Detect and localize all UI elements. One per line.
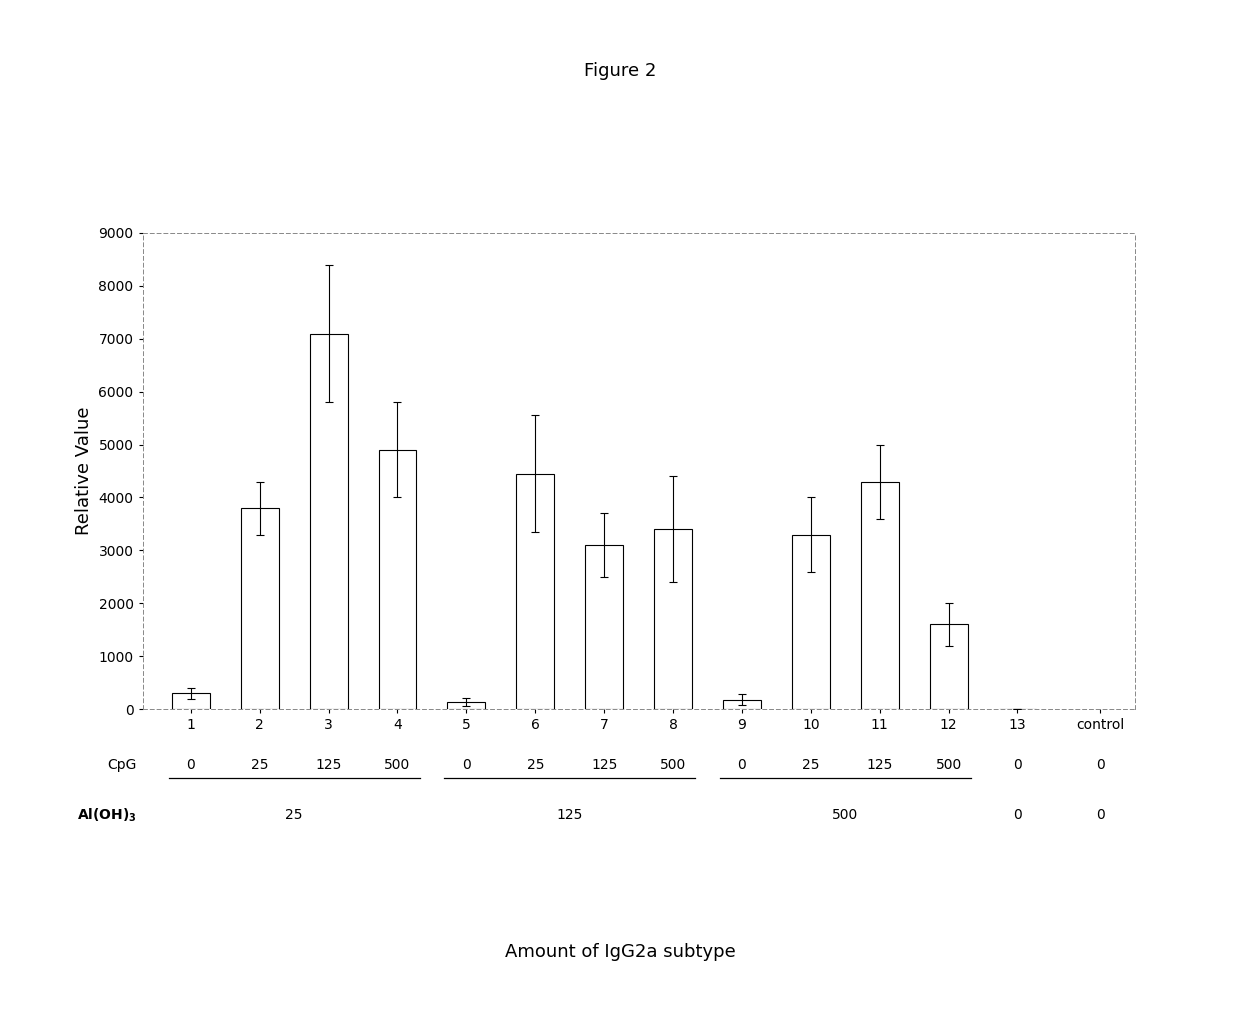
Bar — [448, 702, 485, 709]
Bar — [172, 693, 210, 709]
Text: 500: 500 — [832, 808, 858, 823]
Y-axis label: Relative Value: Relative Value — [74, 407, 93, 535]
Bar — [241, 509, 279, 709]
Text: 25: 25 — [250, 758, 269, 772]
Bar — [585, 545, 624, 709]
Text: CpG: CpG — [107, 758, 136, 772]
Bar — [310, 333, 347, 709]
Text: 0: 0 — [186, 758, 195, 772]
Bar — [723, 700, 761, 709]
Text: 125: 125 — [315, 758, 342, 772]
Text: 0: 0 — [1013, 808, 1022, 823]
Text: Figure 2: Figure 2 — [584, 62, 656, 80]
Text: 25: 25 — [527, 758, 544, 772]
Text: 25: 25 — [802, 758, 820, 772]
Text: 500: 500 — [384, 758, 410, 772]
Text: Amount of IgG2a subtype: Amount of IgG2a subtype — [505, 943, 735, 961]
Text: 0: 0 — [463, 758, 471, 772]
Text: 125: 125 — [557, 808, 583, 823]
Bar — [930, 624, 967, 709]
Text: 125: 125 — [591, 758, 618, 772]
Bar — [516, 474, 554, 709]
Bar — [655, 529, 692, 709]
Text: 0: 0 — [1096, 808, 1105, 823]
Text: 25: 25 — [285, 808, 303, 823]
Bar — [792, 535, 830, 709]
Text: 0: 0 — [1096, 758, 1105, 772]
Bar — [378, 450, 417, 709]
Text: 0: 0 — [1013, 758, 1022, 772]
Text: 500: 500 — [935, 758, 962, 772]
Text: $\mathbf{Al(OH)_3}$: $\mathbf{Al(OH)_3}$ — [77, 806, 136, 825]
Text: 0: 0 — [738, 758, 746, 772]
Text: 125: 125 — [867, 758, 893, 772]
Bar — [861, 481, 899, 709]
Text: 500: 500 — [660, 758, 686, 772]
